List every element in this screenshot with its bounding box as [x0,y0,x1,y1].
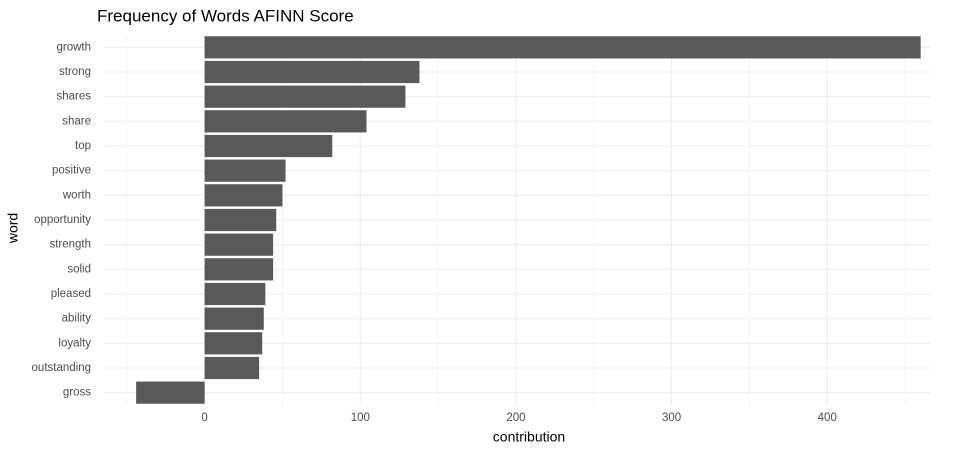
x-tick-label: 0 [201,412,207,424]
bar [204,85,406,108]
y-tick-label: ability [62,313,92,325]
bar [204,208,277,232]
bar [204,60,420,84]
y-tick-label: strong [59,66,91,78]
y-tick-label: opportunity [34,214,91,226]
x-axis-label: contribution [493,429,565,445]
chart-title: Frequency of Words AFINN Score [97,6,354,25]
y-tick-label: outstanding [32,362,91,374]
bar [204,356,260,380]
y-axis-label: word [5,213,21,244]
bar [204,233,274,256]
bar [204,282,266,306]
y-tick-label: top [75,140,91,152]
x-tick-label: 200 [506,412,525,424]
bar [204,159,286,182]
bar [204,307,264,330]
y-tick-label: worth [62,189,91,201]
y-tick-label: share [62,115,91,127]
y-tick-label: gross [63,387,91,399]
bar [204,134,333,158]
y-tick-label: loyalty [58,337,91,349]
y-tick-label: growth [56,41,91,53]
bar [204,36,921,59]
x-tick-label: 400 [818,412,837,424]
bar [136,381,205,404]
bar [204,110,367,133]
bar [204,184,283,207]
y-tick-label: positive [52,165,91,177]
bar [204,258,274,281]
x-tick-label: 100 [351,412,370,424]
y-tick-label: pleased [51,288,91,300]
y-tick-label: strength [49,239,91,251]
y-tick-label: shares [56,91,91,103]
y-tick-label: solid [67,263,91,275]
x-tick-label: 300 [662,412,681,424]
bar [204,332,263,355]
